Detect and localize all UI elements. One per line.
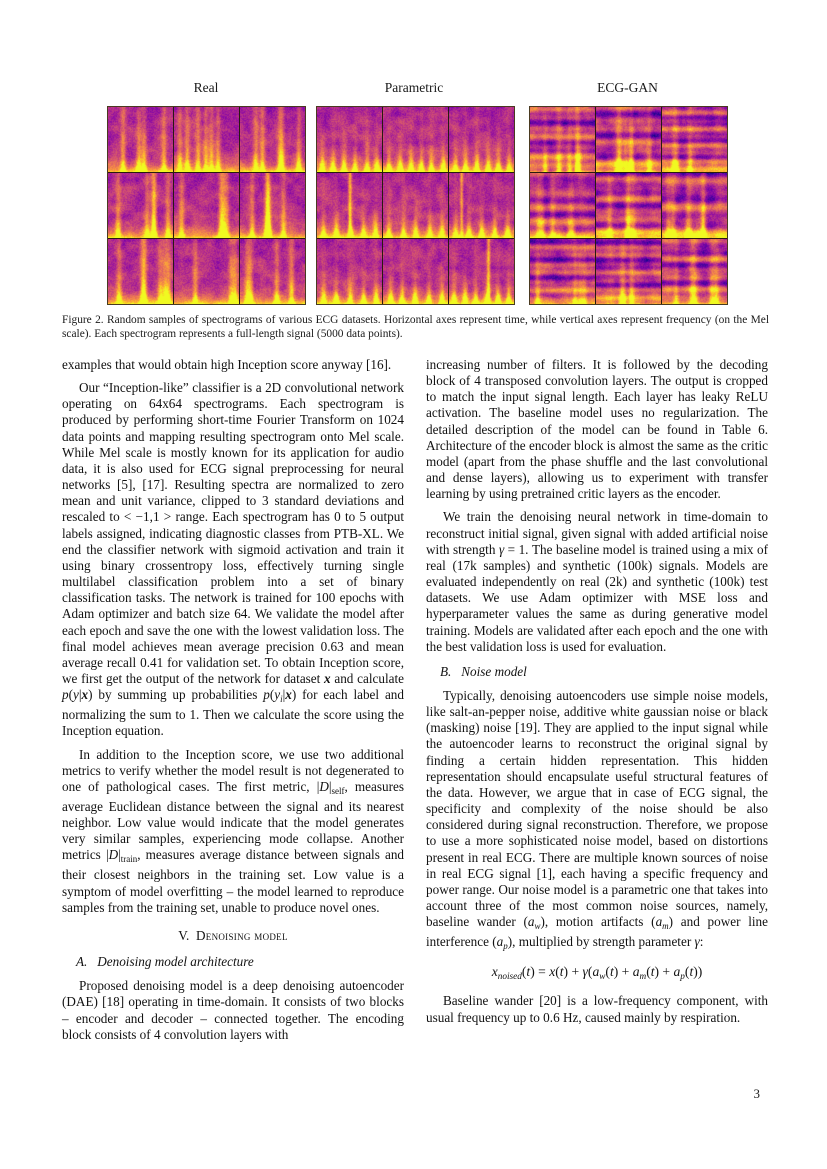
- page-number: 3: [753, 1086, 761, 1101]
- figure-column-label-parametric: Parametric: [384, 80, 444, 95]
- spectrogram-cell: [596, 173, 661, 238]
- spectrogram-cell: [383, 173, 448, 238]
- paragraph: examples that would obtain high Inceptio…: [62, 357, 392, 372]
- paragraph: We train the denoising neural network in…: [426, 509, 768, 654]
- spectrogram-cell: [108, 239, 173, 304]
- left-column: examples that would obtain high Inceptio…: [62, 357, 404, 1050]
- spectrogram-cell: [108, 107, 173, 172]
- spectrogram-cell: [240, 173, 305, 238]
- spectrogram-cell: [174, 239, 239, 304]
- figure-column-label-real: Real: [193, 80, 219, 95]
- spectrogram-cell: [530, 173, 595, 238]
- spectrogram-cell: [449, 173, 514, 238]
- paragraph: increasing number of filters. It is foll…: [426, 357, 768, 502]
- spectrogram-cell: [449, 239, 514, 304]
- spectrogram-cell: [383, 239, 448, 304]
- spectrogram-grid-real: [107, 106, 306, 305]
- spectrogram-cell: [596, 239, 661, 304]
- paragraph: Our “Inception-like” classifier is a 2D …: [62, 380, 404, 739]
- paragraph: In addition to the Inception score, we u…: [62, 746, 405, 915]
- figure-column-label-ecg-gan: ECG-GAN: [597, 80, 658, 95]
- spectrogram-cell: [317, 239, 382, 304]
- paragraph: Proposed denoising model is a deep denoi…: [62, 978, 404, 1042]
- spectrogram-cell: [240, 107, 305, 172]
- subsection-heading: B. Noise model: [440, 663, 527, 679]
- spectrogram-cell: [174, 107, 239, 172]
- spectrogram-cell: [530, 107, 595, 172]
- spectrogram-cell: [449, 107, 514, 172]
- spectrogram-cell: [317, 173, 382, 238]
- paragraph: Typically, denoising autoencoders use si…: [426, 687, 768, 952]
- spectrogram-cell: [530, 239, 595, 304]
- spectrogram-cell: [383, 107, 448, 172]
- right-column: increasing number of filters. It is foll…: [426, 357, 768, 1033]
- section-heading: V. Denoising model: [178, 927, 288, 943]
- spectrogram-grid-parametric: [316, 106, 515, 305]
- spectrogram-cell: [596, 107, 661, 172]
- spectrogram-cell: [662, 173, 727, 238]
- spectrogram-cell: [662, 107, 727, 172]
- spectrogram-grid-ecg-gan: [529, 106, 728, 305]
- spectrogram-cell: [108, 173, 173, 238]
- paragraph: Baseline wander [20] is a low-frequency …: [426, 993, 768, 1025]
- figure-caption: Figure 2. Random samples of spectrograms…: [62, 314, 769, 340]
- spectrogram-cell: [317, 107, 382, 172]
- subsection-heading: A. Denoising model architecture: [76, 954, 254, 970]
- spectrogram-cell: [174, 173, 239, 238]
- spectrogram-cell: [662, 239, 727, 304]
- equation: xnoised(t) = x(t) + γ(aw(t) + am(t) + ap…: [491, 964, 703, 982]
- spectrogram-cell: [240, 239, 305, 304]
